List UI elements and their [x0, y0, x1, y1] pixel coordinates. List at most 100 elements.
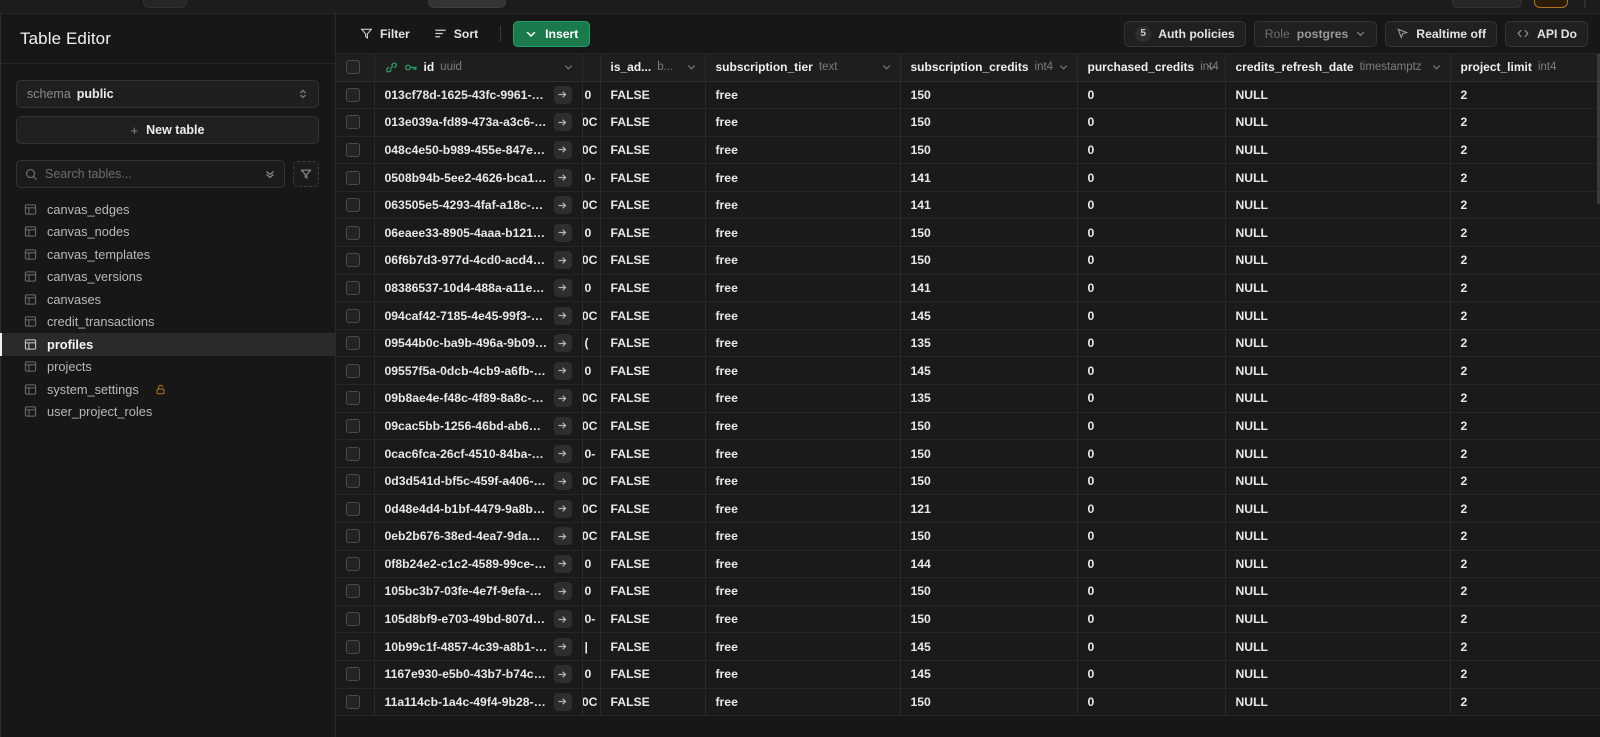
- cell-refresh[interactable]: NULL: [1225, 522, 1451, 551]
- row-select-cell[interactable]: [336, 439, 375, 468]
- table-row[interactable]: 09544b0c-ba9b-496a-9b09-244...)FALSEfree…: [336, 329, 1600, 358]
- chrome-tab-1[interactable]: [143, 0, 187, 8]
- cell-proj_limit[interactable]: 2: [1450, 660, 1600, 689]
- cell-sub_credits[interactable]: 145: [900, 632, 1078, 661]
- row-checkbox[interactable]: [346, 694, 360, 709]
- cell-is_admin[interactable]: FALSE: [600, 688, 706, 717]
- row-checkbox[interactable]: [346, 529, 360, 544]
- cell-id[interactable]: 0cac6fca-26cf-4510-84ba-c4580...: [374, 439, 583, 468]
- cell-pur_credits[interactable]: 0: [1077, 81, 1226, 110]
- sidebar-item-system_settings[interactable]: system_settings: [0, 378, 335, 401]
- cell-id[interactable]: 0eb2b676-38ed-4ea7-9dad-38e6...: [374, 522, 583, 551]
- cell-is_admin[interactable]: FALSE: [600, 81, 706, 110]
- cell-is_admin[interactable]: FALSE: [600, 494, 706, 523]
- sidebar-item-canvas_templates[interactable]: canvas_templates: [0, 243, 335, 266]
- table-row[interactable]: 0508b94b-5ee2-4626-bca1-4bca... -0FALSEfr…: [336, 163, 1600, 192]
- grid-header-id[interactable]: id uuid: [374, 54, 583, 82]
- cell-is_admin[interactable]: FALSE: [600, 301, 706, 330]
- cell-pur_credits[interactable]: 0: [1077, 246, 1226, 275]
- cell-proj_limit[interactable]: 2: [1450, 688, 1600, 717]
- row-select-cell[interactable]: [336, 412, 375, 441]
- cell-tier[interactable]: free: [705, 136, 901, 165]
- table-row[interactable]: 013cf78d-1625-43fc-9961-442189...0FALSEf…: [336, 81, 1600, 110]
- cell-sub_credits[interactable]: 150: [900, 467, 1078, 496]
- cell-sub_credits[interactable]: 150: [900, 522, 1078, 551]
- cell-proj_limit[interactable]: 2: [1450, 108, 1600, 137]
- cell-pur_credits[interactable]: 0: [1077, 522, 1226, 551]
- row-select-cell[interactable]: [336, 218, 375, 248]
- cell-pur_credits[interactable]: 0: [1077, 550, 1226, 579]
- cell-refresh[interactable]: NULL: [1225, 439, 1451, 468]
- cell-proj_limit[interactable]: 2: [1450, 329, 1600, 358]
- cell-pur_credits[interactable]: 0: [1077, 439, 1226, 468]
- cell-tier[interactable]: free: [705, 494, 901, 523]
- cell-is_admin[interactable]: FALSE: [600, 218, 706, 248]
- cell-tier[interactable]: free: [705, 218, 901, 248]
- sidebar-item-credit_transactions[interactable]: credit_transactions: [0, 311, 335, 334]
- cell-refresh[interactable]: NULL: [1225, 81, 1451, 110]
- cell-id[interactable]: 013cf78d-1625-43fc-9961-442189...: [374, 81, 583, 110]
- cell-is_admin[interactable]: FALSE: [600, 136, 706, 165]
- cell-tier[interactable]: free: [705, 660, 901, 689]
- chevron-down-icon[interactable]: [686, 62, 697, 73]
- cell-id[interactable]: 048c4e50-b989-455e-847e-fb2f...: [374, 136, 583, 165]
- chevron-down-icon[interactable]: [1058, 62, 1069, 73]
- open-row-arrow-icon[interactable]: [553, 361, 572, 380]
- cell-refresh[interactable]: NULL: [1225, 163, 1451, 192]
- cell-tier[interactable]: free: [705, 467, 901, 496]
- row-checkbox[interactable]: [346, 501, 360, 516]
- cell-id[interactable]: 1167e930-e5b0-43b7-b74c-788c9...: [374, 660, 583, 689]
- cell-tier[interactable]: free: [705, 605, 901, 634]
- cell-tier[interactable]: free: [705, 688, 901, 717]
- row-checkbox[interactable]: [346, 115, 360, 130]
- row-checkbox[interactable]: [346, 253, 360, 268]
- cell-tier[interactable]: free: [705, 384, 901, 413]
- api-docs-button[interactable]: API Do: [1505, 20, 1588, 47]
- chrome-tab-5[interactable]: [1584, 0, 1586, 8]
- cell-id[interactable]: 0d48e4d4-b1bf-4479-9a8b-4a4b...: [374, 494, 583, 523]
- cell-refresh[interactable]: NULL: [1225, 605, 1451, 634]
- table-row[interactable]: 048c4e50-b989-455e-847e-fb2f... 0CFALSEfr…: [336, 136, 1600, 165]
- cell-id[interactable]: 013e039a-fd89-473a-a3c6-ccfa9...: [374, 108, 583, 137]
- cell-proj_limit[interactable]: 2: [1450, 81, 1600, 110]
- cell-refresh[interactable]: NULL: [1225, 467, 1451, 496]
- cell-sub_credits[interactable]: 135: [900, 329, 1078, 358]
- open-row-arrow-icon[interactable]: [553, 85, 572, 104]
- sidebar-item-profiles[interactable]: profiles: [0, 333, 335, 356]
- row-checkbox[interactable]: [346, 198, 360, 213]
- cell-is_admin[interactable]: FALSE: [600, 467, 706, 496]
- cell-is_admin[interactable]: FALSE: [600, 632, 706, 661]
- cell-proj_limit[interactable]: 2: [1450, 632, 1600, 661]
- table-row[interactable]: 0d3d541d-bf5c-459f-a406-16b93... 0CFALSEf…: [336, 467, 1600, 496]
- cell-id[interactable]: 11a114cb-1a4c-49f4-9b28-52219ec...: [374, 688, 583, 717]
- open-row-arrow-icon[interactable]: [553, 389, 572, 408]
- open-row-arrow-icon[interactable]: [553, 582, 572, 601]
- filter-tables-button[interactable]: [293, 161, 319, 187]
- cell-pur_credits[interactable]: 0: [1077, 412, 1226, 441]
- cell-sub_credits[interactable]: 150: [900, 108, 1078, 137]
- cell-sub_credits[interactable]: 141: [900, 191, 1078, 220]
- cell-is_admin[interactable]: FALSE: [600, 605, 706, 634]
- cell-is_admin[interactable]: FALSE: [600, 412, 706, 441]
- cell-pur_credits[interactable]: 0: [1077, 163, 1226, 192]
- cell-tier[interactable]: free: [705, 246, 901, 275]
- cell-tier[interactable]: free: [705, 274, 901, 303]
- cell-sub_credits[interactable]: 145: [900, 660, 1078, 689]
- cell-tier[interactable]: free: [705, 522, 901, 551]
- cell-id[interactable]: 08386537-10d4-488a-a11e-eb5a6...: [374, 274, 583, 303]
- row-checkbox[interactable]: [346, 280, 360, 295]
- cell-tier[interactable]: free: [705, 356, 901, 386]
- cell-pur_credits[interactable]: 0: [1077, 660, 1226, 689]
- cell-refresh[interactable]: NULL: [1225, 329, 1451, 358]
- row-checkbox[interactable]: [346, 336, 360, 351]
- open-row-arrow-icon[interactable]: [553, 416, 572, 435]
- row-select-cell[interactable]: [336, 688, 375, 717]
- cell-is_admin[interactable]: FALSE: [600, 384, 706, 413]
- open-row-arrow-icon[interactable]: [553, 499, 572, 518]
- row-select-cell[interactable]: [336, 301, 375, 330]
- table-row[interactable]: 06f6b7d3-977d-4cd0-acd4-4a78... 0CFALSEfr…: [336, 246, 1600, 275]
- cell-id[interactable]: 06f6b7d3-977d-4cd0-acd4-4a78...: [374, 246, 583, 275]
- schema-selector[interactable]: schema public: [16, 80, 319, 108]
- open-row-arrow-icon[interactable]: [553, 140, 572, 159]
- row-select-cell[interactable]: [336, 494, 375, 523]
